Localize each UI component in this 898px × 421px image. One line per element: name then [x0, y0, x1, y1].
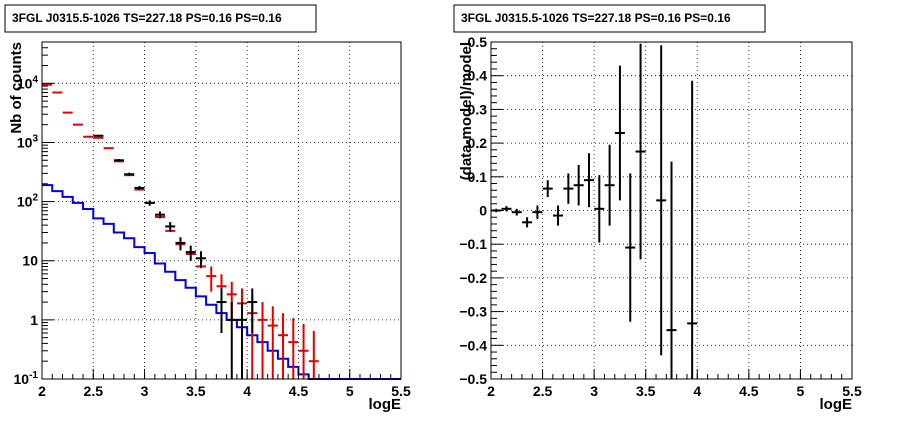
counts-x-tick-label: 3.5	[186, 383, 206, 399]
residuals-x-ticks: 2 2.5 3 3.5 4 4.5 5 5.5	[487, 369, 862, 399]
counts-y-tick-label: 103	[17, 133, 39, 150]
residuals-y-tick-label: 0.5	[468, 34, 488, 50]
residuals-series	[491, 43, 698, 379]
model-step-line	[42, 184, 401, 380]
counts-y-tick-label: 10	[22, 253, 38, 269]
counts-panel: 3FGL J0315.5-1026 TS=227.18 PS=0.16 PS=0…	[4, 4, 411, 413]
residuals-x-axis-label: logE	[820, 396, 853, 413]
counts-grid	[42, 42, 401, 379]
counts-x-tick-label: 4	[243, 383, 251, 399]
residuals-x-tick-label: 2.5	[533, 383, 553, 399]
residuals-y-tick-label: −0.2	[459, 270, 487, 286]
residuals-x-tick-label: 5	[797, 383, 805, 399]
residuals-y-tick-label: 0.2	[468, 135, 488, 151]
residuals-y-ticks: −0.5 −0.4 −0.3 −0.2 −0.1 0 0.1 0.2 0.3 0.4 0.5	[459, 34, 503, 387]
residuals-x-tick-label: 2	[487, 383, 495, 399]
counts-x-axis-label: logE	[369, 396, 402, 413]
residuals-y-tick-label: −0.3	[459, 304, 487, 320]
counts-x-tick-label: 4.5	[289, 383, 309, 399]
residuals-title: 3FGL J0315.5-1026 TS=227.18 PS=0.16 PS=0…	[461, 11, 731, 25]
residuals-x-tick-label: 3	[590, 383, 598, 399]
counts-y-tick-label: 1	[30, 312, 38, 328]
counts-x-tick-label: 2	[38, 383, 46, 399]
residuals-y-axis-label: (data-model)/model	[458, 42, 475, 180]
counts-y-tick-label: 10-1	[14, 370, 39, 387]
residuals-y-tick-label: 0	[479, 203, 487, 219]
counts-title: 3FGL J0315.5-1026 TS=227.18 PS=0.16 PS=0…	[12, 11, 282, 25]
residuals-y-tick-label: −0.5	[459, 371, 487, 387]
counts-x-tick-label: 5	[346, 383, 354, 399]
residuals-y-tick-label: 0.4	[468, 68, 488, 84]
residuals-y-tick-label: 0.3	[468, 101, 488, 117]
residuals-x-tick-label: 5.5	[842, 383, 862, 399]
counts-x-tick-label: 5.5	[391, 383, 411, 399]
counts-x-tick-label: 3	[141, 383, 149, 399]
residuals-x-tick-label: 4.5	[739, 383, 759, 399]
counts-series	[42, 83, 401, 380]
counts-y-tick-label: 102	[17, 193, 39, 210]
residuals-title-box	[453, 4, 766, 33]
residuals-y-tick-label: −0.1	[459, 236, 487, 252]
residuals-x-tick-label: 4	[693, 383, 701, 399]
counts-x-ticks: 2 2.5 3 3.5 4 4.5 5 5.5	[38, 369, 411, 399]
counts-title-box	[4, 4, 317, 33]
residuals-panel: 3FGL J0315.5-1026 TS=227.18 PS=0.16 PS=0…	[453, 4, 862, 413]
residuals-x-tick-label: 3.5	[636, 383, 656, 399]
residuals-y-tick-label: −0.4	[459, 337, 487, 353]
counts-x-tick-label: 2.5	[84, 383, 104, 399]
residuals-y-tick-label: 0.1	[468, 169, 488, 185]
counts-y-axis-label: Nb of counts	[8, 42, 25, 134]
